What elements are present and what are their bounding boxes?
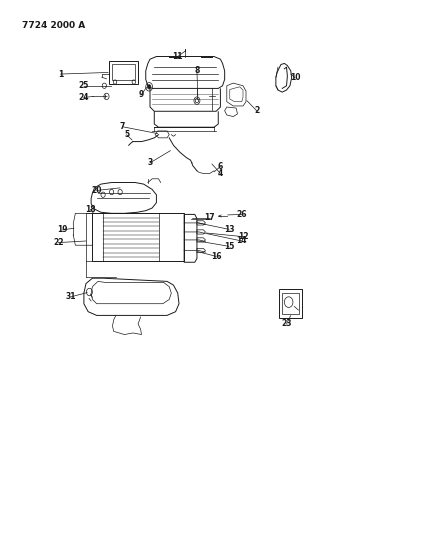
Text: 20: 20	[92, 186, 102, 195]
Text: 25: 25	[79, 81, 89, 90]
Text: 2: 2	[254, 106, 259, 115]
Text: 7: 7	[119, 122, 125, 131]
Text: 14: 14	[237, 237, 247, 246]
Text: 15: 15	[224, 242, 234, 251]
Text: 31: 31	[66, 292, 76, 301]
Text: 19: 19	[57, 225, 68, 235]
Text: 11: 11	[172, 52, 183, 61]
Text: 9: 9	[139, 90, 144, 99]
Text: 16: 16	[211, 252, 221, 261]
Text: 22: 22	[53, 238, 63, 247]
Text: 13: 13	[224, 225, 234, 234]
Circle shape	[148, 85, 151, 89]
Text: 23: 23	[281, 319, 292, 328]
Text: 1: 1	[58, 70, 63, 78]
Text: 17: 17	[205, 213, 215, 222]
Text: 26: 26	[237, 210, 247, 219]
Text: 18: 18	[85, 205, 95, 214]
Text: 5: 5	[124, 130, 129, 139]
Text: 3: 3	[147, 158, 153, 167]
Text: 6: 6	[218, 162, 223, 171]
Text: 8: 8	[194, 67, 199, 75]
Text: 7724 2000 A: 7724 2000 A	[22, 21, 85, 30]
Text: 10: 10	[290, 73, 300, 82]
Text: 4: 4	[218, 169, 223, 178]
Text: 24: 24	[79, 93, 89, 102]
Text: 12: 12	[239, 232, 249, 241]
